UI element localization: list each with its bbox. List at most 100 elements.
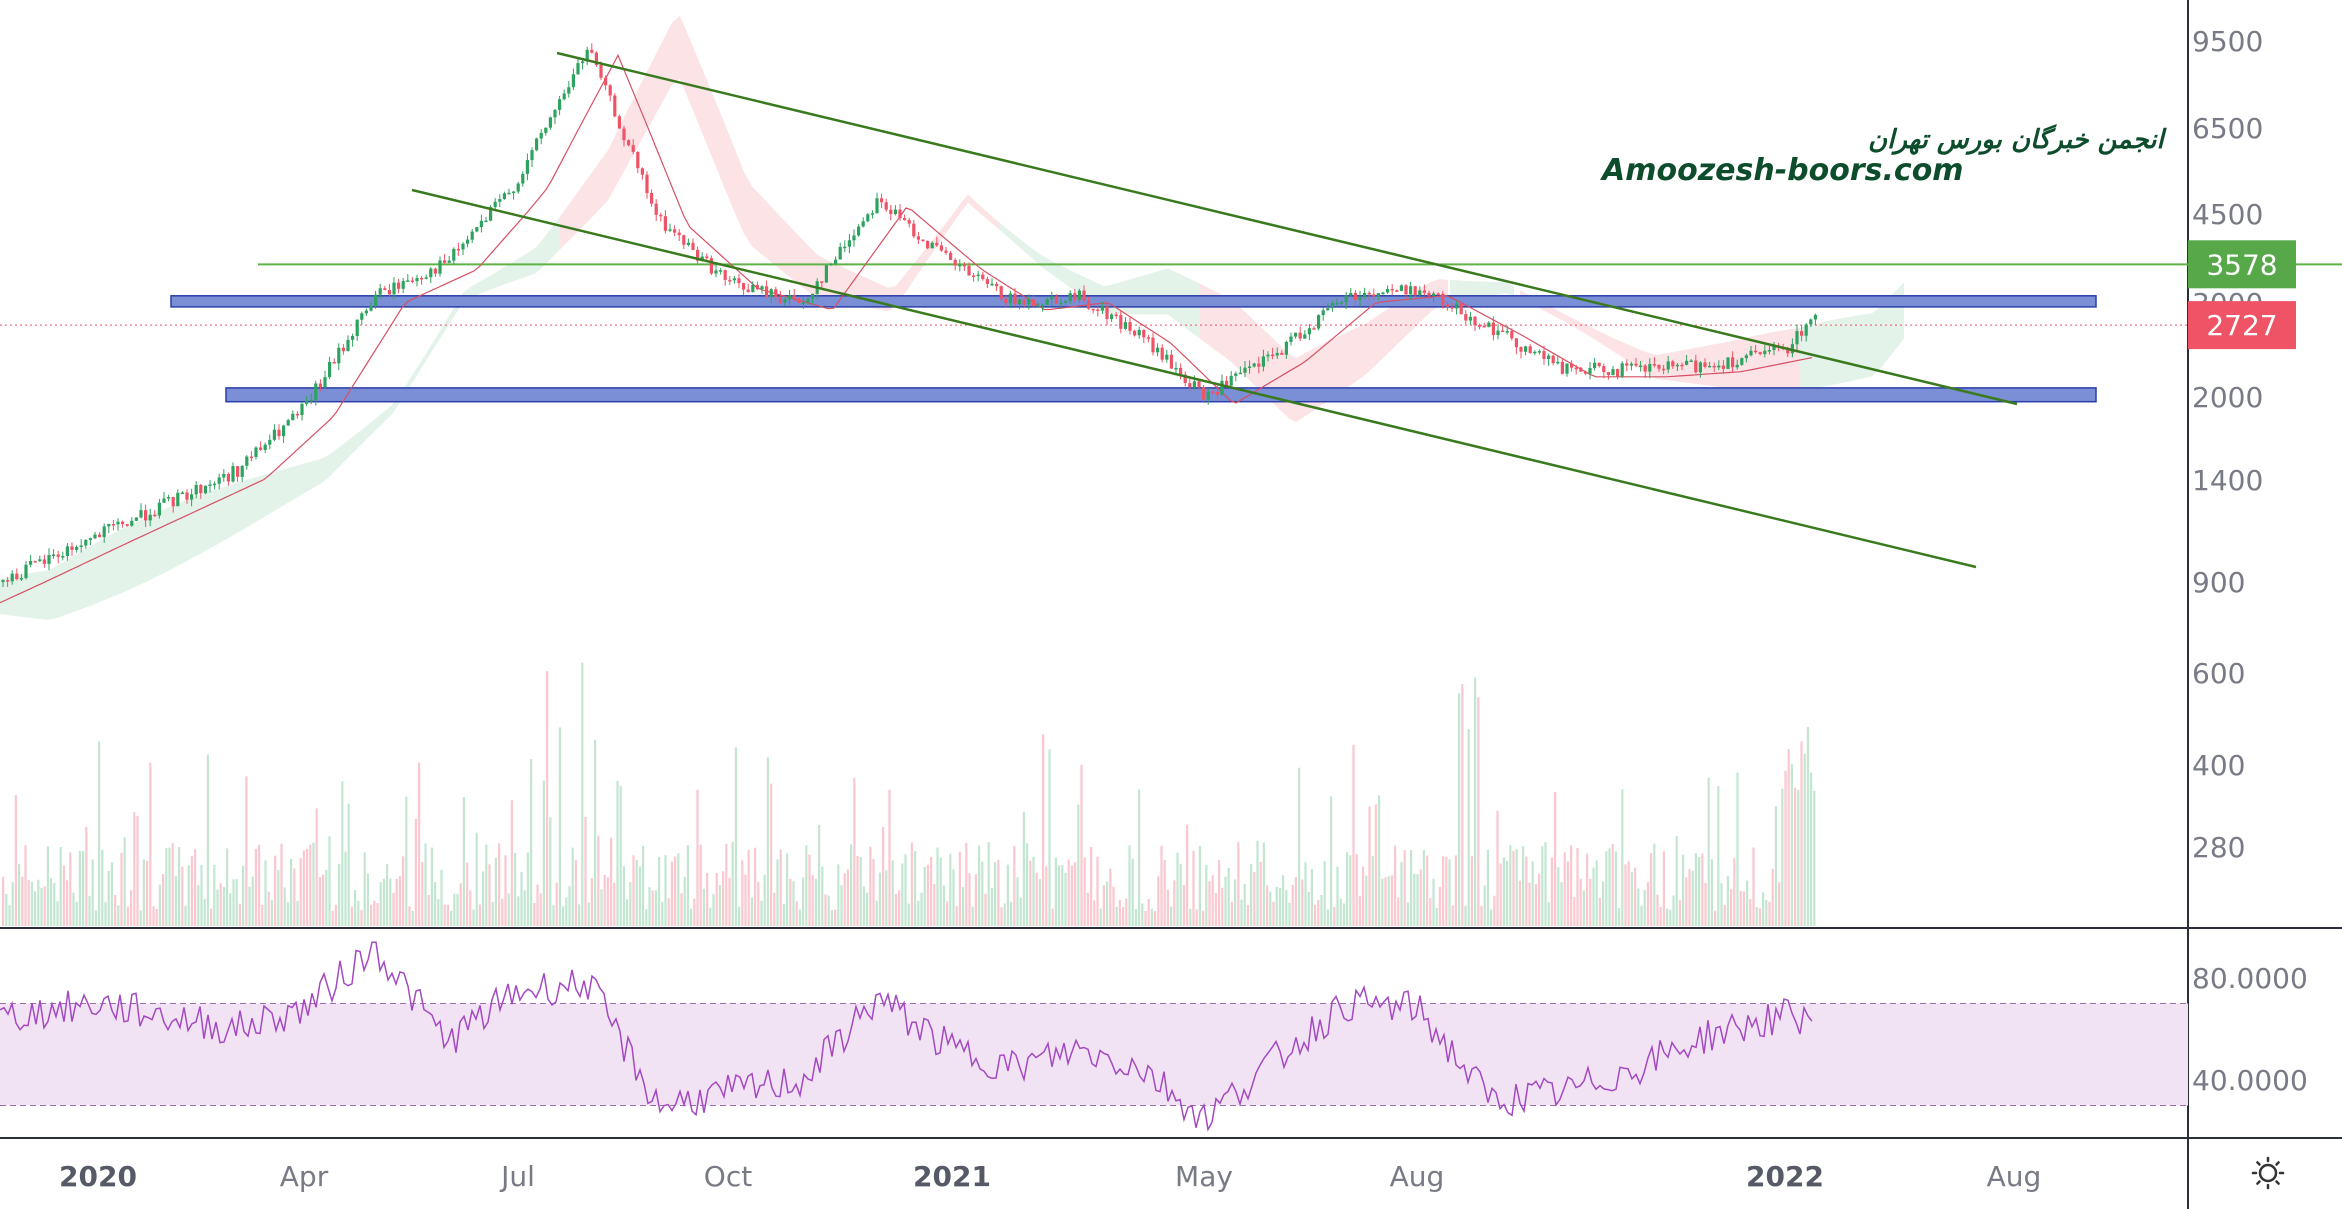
volume-bar [1387, 876, 1390, 926]
candle-body [1468, 316, 1472, 321]
candle-body [1059, 302, 1063, 305]
candle-body [88, 538, 92, 540]
volume-bar [1634, 867, 1637, 926]
volume-bar [1573, 897, 1576, 926]
candle-body [719, 270, 723, 272]
volume-bar [664, 855, 667, 926]
candle-body [1110, 314, 1114, 319]
candle-body [1280, 352, 1284, 355]
candle-body [1505, 331, 1509, 333]
volume-bar [43, 886, 46, 926]
candle-body [369, 306, 373, 311]
candle-body [1013, 293, 1017, 305]
volume-bar [1448, 859, 1451, 926]
volume-bar [24, 845, 27, 926]
volume-bar [853, 777, 856, 926]
volume-bar [920, 892, 923, 926]
volume-bar [293, 868, 296, 926]
volume-bar [1778, 882, 1781, 926]
candle-body [962, 264, 966, 267]
candle-body [217, 477, 221, 484]
candle-body [958, 264, 962, 267]
volume-bar [1186, 824, 1189, 926]
volume-bar [1374, 804, 1377, 926]
candle-body [1625, 363, 1629, 366]
candle-body [1547, 355, 1551, 359]
candle-body [880, 198, 884, 203]
candle-body [1418, 290, 1422, 295]
volume-bar [626, 899, 629, 926]
candle-body [723, 270, 727, 280]
volume-bar [1749, 898, 1752, 926]
candle-body [1524, 346, 1528, 352]
volume-bar [1205, 865, 1208, 926]
volume-bar [1054, 857, 1057, 926]
candle-body [1054, 296, 1058, 304]
candle-body [617, 116, 621, 129]
volume-bar [1566, 861, 1569, 926]
candle-body [870, 213, 874, 215]
candle-body [1445, 304, 1449, 307]
candle-body [1735, 364, 1739, 368]
volume-bar [1547, 902, 1550, 926]
candle-body [61, 556, 65, 558]
volume-bar [1224, 876, 1227, 926]
volume-bar [1486, 849, 1489, 926]
volume-bar [802, 877, 805, 926]
candle-body [479, 220, 483, 228]
volume-bar [1781, 788, 1784, 926]
volume-bar [1138, 789, 1141, 926]
candle-body [1560, 361, 1564, 374]
volume-bar [1806, 727, 1809, 926]
candle-body [1197, 381, 1201, 388]
volume-bar [1323, 861, 1326, 926]
volume-bar [1211, 875, 1214, 926]
candle-body [912, 223, 916, 237]
candle-body [1091, 308, 1095, 311]
candle-body [125, 524, 129, 526]
volume-bar [184, 905, 187, 926]
candle-body [875, 198, 879, 214]
cloud-segment [760, 194, 1000, 311]
candle-body [208, 484, 212, 486]
volume-bar [571, 847, 574, 926]
volume-bar [165, 848, 168, 926]
volume-bar [1656, 894, 1659, 926]
volume-bar [373, 900, 376, 926]
volume-bar [40, 887, 43, 926]
volume-bar [942, 885, 945, 926]
candle-body [355, 319, 359, 336]
candle-body [1294, 332, 1298, 337]
volume-bar [219, 883, 222, 926]
volume-bar [1458, 693, 1461, 926]
candle-body [433, 268, 437, 274]
candle-body [1588, 368, 1592, 374]
volume-bar [1739, 890, 1742, 926]
volume-bar [357, 901, 360, 926]
volume-bar [1266, 885, 1269, 926]
volume-bar [693, 898, 696, 926]
volume-bar [930, 856, 933, 926]
candle-body [493, 201, 497, 208]
candle-body [1307, 328, 1311, 335]
volume-bar [638, 866, 641, 926]
volume-bar [1333, 907, 1336, 926]
candle-body [640, 168, 644, 175]
candle-body [1464, 314, 1468, 321]
candle-body [1754, 350, 1758, 353]
volume-bar [562, 906, 565, 926]
volume-bar [843, 873, 846, 926]
volume-bar [1221, 887, 1224, 926]
candle-body [378, 288, 382, 295]
volume-bar [210, 908, 213, 926]
volume-bar [1675, 836, 1678, 926]
volume-bar [1282, 875, 1285, 926]
volume-bar [958, 851, 961, 926]
volume-bar [1179, 863, 1182, 926]
candle-body [553, 109, 557, 118]
candle-body [1087, 300, 1091, 309]
rsi-band [0, 1003, 2188, 1106]
sun-gear-icon[interactable] [2251, 1156, 2285, 1190]
candle-body [295, 413, 299, 416]
volume-bar [443, 904, 446, 926]
